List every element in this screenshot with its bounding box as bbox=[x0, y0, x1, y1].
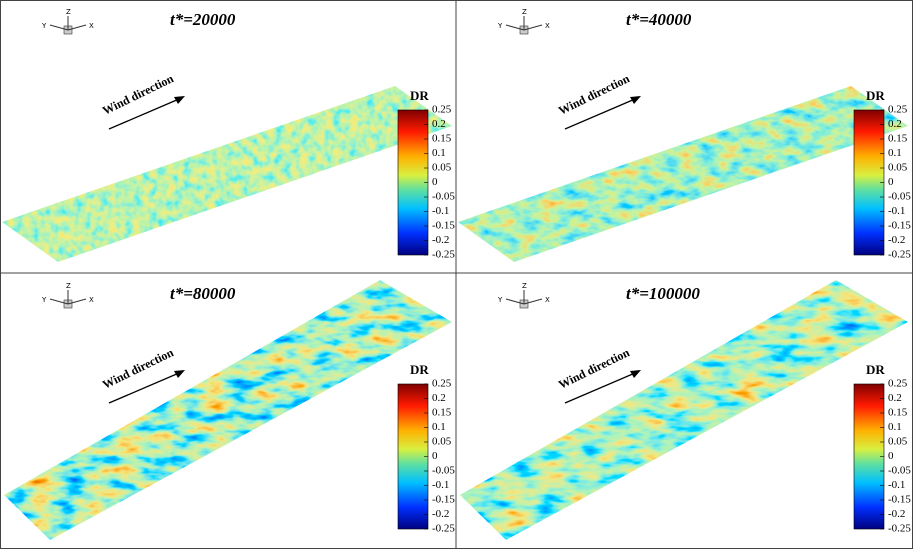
colorbar-tick-label: -0.15 bbox=[432, 220, 455, 232]
colorbar-title: DR bbox=[410, 88, 429, 103]
colorbar-tick-label: 0.25 bbox=[432, 104, 452, 116]
colorbar-tick-label: 0.2 bbox=[432, 118, 446, 130]
colorbar-tick-label: -0.05 bbox=[888, 191, 911, 203]
colorbar-tick-label: 0.25 bbox=[888, 378, 908, 390]
colorbar-tick-label: -0.05 bbox=[432, 191, 455, 203]
wind-label: Wind direction bbox=[556, 71, 632, 118]
colorbar-tick-label: 0.05 bbox=[432, 162, 452, 174]
colorbar bbox=[853, 383, 885, 530]
panel-title: t*=80000 bbox=[170, 284, 236, 303]
colorbar-tick-label: -0.05 bbox=[888, 465, 911, 477]
colorbar-tick-label: 0.15 bbox=[432, 133, 452, 145]
wind-arrow bbox=[108, 98, 180, 130]
colorbar-tick-label: 0 bbox=[432, 176, 438, 188]
colorbar-tick-label: 0.1 bbox=[432, 421, 446, 433]
colorbar-tick-label: 0.05 bbox=[432, 436, 452, 448]
colorbar-tick-label: 0.15 bbox=[432, 407, 452, 419]
colorbar-tick-label: -0.1 bbox=[888, 205, 905, 217]
triad-label: X bbox=[89, 296, 94, 304]
colorbar-tick-label: 0.15 bbox=[888, 407, 908, 419]
colorbar-tick-label: -0.15 bbox=[888, 220, 911, 232]
triad-label: Y bbox=[497, 22, 503, 30]
panel: Y Z X t*=80000 Wind direction DR0.25 0.2 0.15 0.… bbox=[4, 280, 455, 540]
triad-axis bbox=[505, 24, 525, 31]
panel-title: t*=20000 bbox=[170, 10, 236, 29]
sand-surface bbox=[4, 280, 452, 540]
triad-label: Z bbox=[522, 8, 527, 16]
wind-arrow bbox=[564, 372, 636, 404]
colorbar-tick-label: 0 bbox=[432, 450, 438, 462]
colorbar-title: DR bbox=[866, 362, 885, 377]
wind-arrowhead bbox=[174, 96, 185, 104]
colorbar bbox=[853, 109, 885, 256]
colorbar-tick-label: -0.2 bbox=[432, 234, 449, 246]
triad-label: Z bbox=[522, 282, 527, 290]
colorbar-title: DR bbox=[410, 362, 429, 377]
panel-title: t*=40000 bbox=[626, 10, 692, 29]
triad-label: Y bbox=[41, 296, 47, 304]
colorbar-tick-label: 0.15 bbox=[888, 133, 908, 145]
colorbar-tick-label: 0 bbox=[888, 450, 894, 462]
colorbar-tick-label: 0.25 bbox=[888, 104, 908, 116]
colorbar-tick-label: -0.2 bbox=[888, 234, 905, 246]
colorbar-tick-label: 0.1 bbox=[888, 147, 902, 159]
wind-arrowhead bbox=[630, 96, 641, 104]
colorbar bbox=[397, 383, 429, 530]
colorbar-tick-label: 0.2 bbox=[888, 118, 902, 130]
panel-title: t*=100000 bbox=[626, 284, 700, 303]
triad-label: X bbox=[545, 22, 550, 30]
triad-label: Z bbox=[66, 8, 71, 16]
colorbar-tick-label: 0.2 bbox=[432, 392, 446, 404]
colorbar-tick-label: 0.1 bbox=[432, 147, 446, 159]
triad-axis bbox=[67, 298, 87, 305]
colorbar-tick-label: 0 bbox=[888, 176, 894, 188]
panel: Y Z X t*=100000 Wind direction DR0.25 0.2 0.15 0… bbox=[460, 280, 911, 540]
triad-axis bbox=[67, 24, 87, 31]
triad-axis bbox=[523, 24, 543, 31]
wind-arrow bbox=[564, 98, 636, 130]
colorbar-tick-label: 0.2 bbox=[888, 392, 902, 404]
sand-surface bbox=[2, 86, 452, 262]
triad-label: Y bbox=[41, 22, 47, 30]
triad-label: X bbox=[545, 296, 550, 304]
triad-label: Z bbox=[66, 282, 71, 290]
triad-axis bbox=[49, 24, 69, 31]
triad-axis bbox=[505, 298, 525, 305]
colorbar-tick-label: -0.05 bbox=[432, 465, 455, 477]
colorbar-tick-label: -0.1 bbox=[432, 205, 449, 217]
colorbar-tick-label: -0.25 bbox=[888, 249, 911, 261]
triad-axis bbox=[49, 298, 69, 305]
triad-axis bbox=[523, 298, 543, 305]
colorbar-tick-label: 0.05 bbox=[888, 162, 908, 174]
wind-label: Wind direction bbox=[100, 71, 176, 118]
panel: Y Z X t*=40000 Wind direction DR0.25 0.2 0.15 0.… bbox=[458, 8, 911, 262]
triad-label: Y bbox=[497, 296, 503, 304]
wind-arrow bbox=[108, 372, 180, 404]
colorbar-tick-label: -0.1 bbox=[432, 479, 449, 491]
colorbar-tick-label: -0.2 bbox=[888, 508, 905, 520]
wind-arrowhead bbox=[174, 370, 185, 378]
panel: Y Z X t*=20000 Wind direction DR0.25 0.2 0.15 0.… bbox=[2, 8, 455, 262]
colorbar-tick-label: 0.1 bbox=[888, 421, 902, 433]
colorbar-tick-label: -0.1 bbox=[888, 479, 905, 491]
triad-label: X bbox=[89, 22, 94, 30]
wind-arrowhead bbox=[630, 370, 641, 378]
colorbar-tick-label: 0.25 bbox=[432, 378, 452, 390]
wind-label: Wind direction bbox=[100, 345, 176, 392]
sand-surface bbox=[460, 280, 908, 540]
sand-surface bbox=[458, 86, 908, 262]
colorbar-tick-label: -0.15 bbox=[888, 494, 911, 506]
colorbar-tick-label: -0.25 bbox=[432, 249, 455, 261]
colorbar bbox=[397, 109, 429, 256]
colorbar-tick-label: -0.2 bbox=[432, 508, 449, 520]
colorbar-tick-label: -0.25 bbox=[888, 523, 911, 535]
colorbar-tick-label: 0.05 bbox=[888, 436, 908, 448]
colorbar-tick-label: -0.25 bbox=[432, 523, 455, 535]
wind-label: Wind direction bbox=[556, 345, 632, 392]
colorbar-title: DR bbox=[866, 88, 885, 103]
colorbar-tick-label: -0.15 bbox=[432, 494, 455, 506]
